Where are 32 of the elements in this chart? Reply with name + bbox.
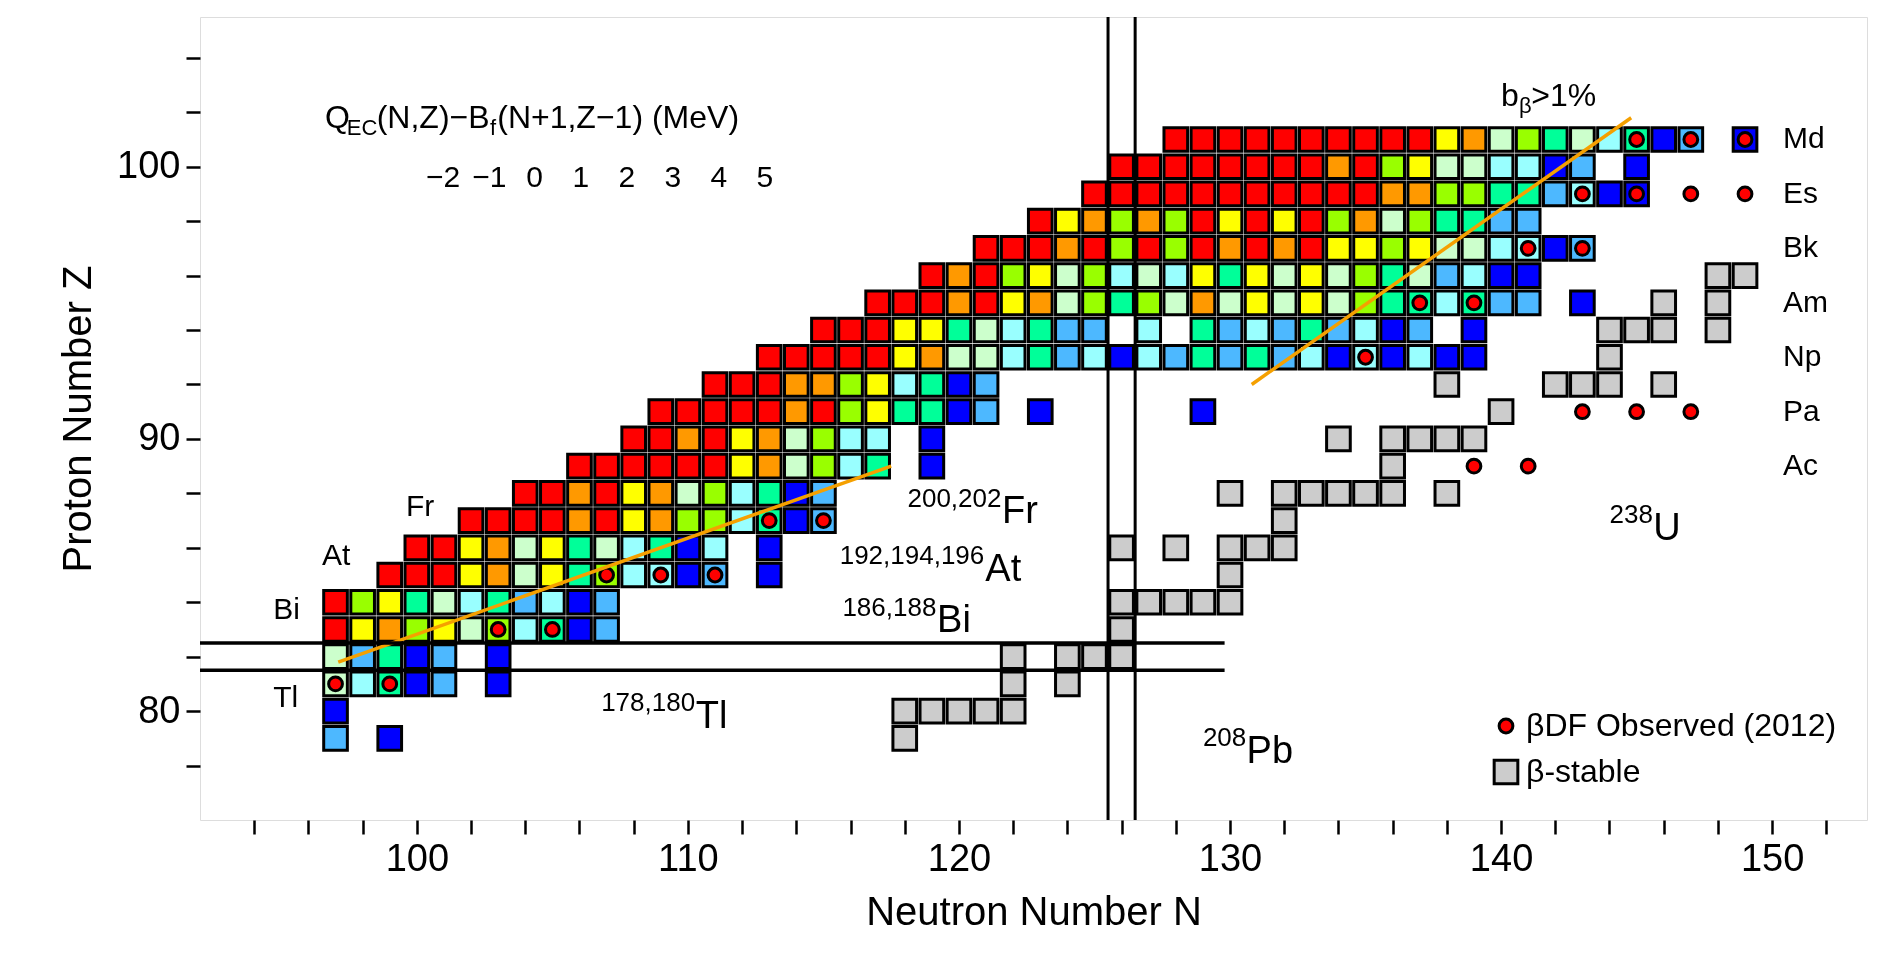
- annotation: 5: [756, 159, 774, 193]
- y-tick-label: 90: [138, 416, 181, 459]
- y-tick-label: 80: [138, 688, 181, 731]
- y-axis-title: Proton Number Z: [55, 265, 100, 573]
- annotation: 1: [572, 159, 590, 193]
- annotation: 2: [618, 159, 636, 193]
- annotation: Am: [1782, 284, 1828, 318]
- annotation: At: [321, 537, 351, 571]
- legend-label: β-stable: [1526, 753, 1641, 789]
- annotation: Tl: [273, 679, 299, 713]
- annotation: 4: [710, 159, 728, 193]
- x-tick-label: 110: [658, 836, 719, 879]
- x-tick-label: 120: [927, 836, 992, 879]
- annotation: Fr: [406, 488, 435, 522]
- annotation: 0: [526, 159, 544, 193]
- annotation: Es: [1782, 175, 1818, 209]
- annotation: Np: [1782, 339, 1822, 373]
- legend-label: βDF Observed (2012): [1526, 707, 1837, 743]
- annotation: Md: [1782, 121, 1825, 155]
- annotation: Ac: [1782, 448, 1818, 482]
- x-tick-label: 150: [1740, 836, 1805, 879]
- y-tick-label: 100: [117, 144, 181, 187]
- x-axis-title: Neutron Number N: [866, 888, 1202, 933]
- annotation: 3: [664, 159, 682, 193]
- x-tick-label: 100: [385, 836, 450, 879]
- annotation: −2: [426, 159, 461, 193]
- annotation: Pa: [1782, 393, 1820, 427]
- x-tick-label: 130: [1198, 836, 1263, 879]
- annotation: Bk: [1782, 230, 1819, 264]
- annotation: Bi: [273, 592, 300, 626]
- x-tick-label: 140: [1469, 836, 1534, 879]
- annotation: −1: [472, 159, 507, 193]
